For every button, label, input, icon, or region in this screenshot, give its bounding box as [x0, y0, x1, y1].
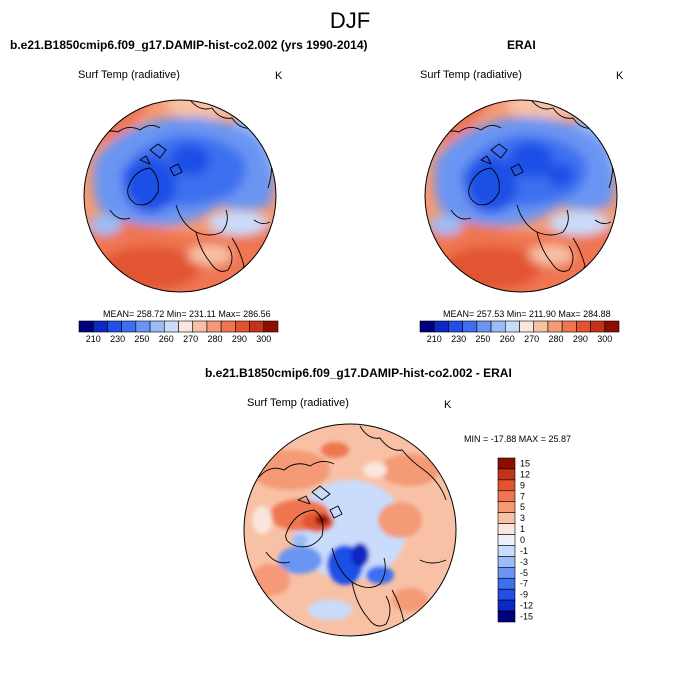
colorbar-swatch [135, 320, 151, 333]
colorbar-swatch [497, 577, 516, 590]
panel1-variable: Surf Temp (radiative) [78, 69, 180, 81]
panel1-units: K [275, 70, 283, 82]
colorbar-tick-label: 7 [520, 491, 525, 501]
colorbar-swatch [497, 501, 516, 513]
colorbar-tick-label: 250 [475, 334, 490, 344]
colorbar-tick-label: 270 [524, 334, 539, 344]
colorbar-swatch [78, 320, 94, 333]
colorbar-swatch [263, 320, 279, 333]
panel3-stats: MIN = -17.88 MAX = 25.87 [464, 434, 572, 444]
colorbar-swatch [497, 556, 516, 568]
panel1-stats: MEAN= 258.72 Min= 231.11 Max= 286.56 [103, 309, 271, 319]
panel3-map [243, 423, 457, 637]
colorbar-tick-label: 300 [256, 334, 271, 344]
colorbar-swatch [149, 320, 165, 333]
colorbar-tick-label: 230 [451, 334, 466, 344]
colorbar-swatch [462, 320, 478, 333]
colorbar-swatch [576, 320, 591, 333]
colorbar-swatch [497, 457, 516, 470]
colorbar-swatch [220, 320, 236, 333]
colorbar-tick-label: 210 [86, 334, 101, 344]
colorbar-tick-label: 260 [500, 334, 515, 344]
colorbar-tick-label: -3 [520, 557, 528, 567]
panel2-title: ERAI [507, 38, 536, 52]
colorbar-swatch [178, 320, 194, 333]
colorbar-swatch [107, 320, 122, 333]
colorbar-swatch [497, 534, 516, 546]
colorbar-tick-label: 230 [110, 334, 125, 344]
colorbar-swatch [497, 610, 516, 623]
colorbar-swatch [547, 320, 563, 333]
panel3-variable: Surf Temp (radiative) [247, 397, 349, 409]
colorbar-swatch [533, 320, 549, 333]
colorbar-tick-label: 5 [520, 502, 525, 512]
colorbar-swatch [206, 320, 222, 333]
panel2-colorbar: 210 230 250 260 270 280 290 300 [419, 320, 620, 344]
panel2-variable: Surf Temp (radiative) [420, 69, 522, 81]
panel2-map [424, 99, 618, 293]
colorbar-swatch [497, 567, 516, 579]
colorbar-swatch [590, 320, 606, 333]
colorbar-swatch [448, 320, 463, 333]
colorbar-tick-label: 0 [520, 535, 525, 545]
colorbar-tick-label: 270 [183, 334, 198, 344]
colorbar-tick-label: 290 [573, 334, 588, 344]
colorbar-swatch [249, 320, 265, 333]
colorbar-tick-label: 9 [520, 480, 525, 490]
colorbar-swatch [504, 320, 520, 333]
colorbar-tick-label: 280 [208, 334, 223, 344]
panel3-title: b.e21.B1850cmip6.f09_g17.DAMIP-hist-co2.… [205, 366, 512, 380]
panel1-colorbar: 210 230 250 260 270 280 290 300 [78, 320, 279, 344]
colorbar-swatch [433, 320, 449, 333]
colorbar-tick-label: 280 [549, 334, 564, 344]
colorbar-swatch [497, 588, 516, 601]
colorbar-swatch [604, 320, 620, 333]
colorbar-swatch [92, 320, 108, 333]
colorbar-tick-label: -15 [520, 612, 533, 622]
colorbar-tick-label: -7 [520, 579, 528, 589]
panel1-map [83, 99, 277, 293]
panel3-units: K [444, 399, 452, 411]
colorbar-swatch [497, 545, 516, 557]
colorbar-swatch [497, 512, 516, 524]
colorbar-swatch [497, 599, 516, 612]
season-title: DJF [329, 8, 371, 33]
colorbar-tick-label: -12 [520, 601, 533, 611]
colorbar-swatch [497, 479, 516, 492]
colorbar-tick-label: 1 [520, 524, 525, 534]
colorbar-tick-label: -9 [520, 590, 528, 600]
colorbar-swatch [519, 320, 535, 333]
colorbar-tick-label: 3 [520, 513, 525, 523]
colorbar-tick-label: 290 [232, 334, 247, 344]
colorbar-swatch [490, 320, 506, 333]
colorbar-swatch [497, 523, 516, 535]
colorbar-tick-label: 210 [427, 334, 442, 344]
panel2-stats: MEAN= 257.53 Min= 211.90 Max= 284.88 [443, 309, 611, 319]
panel2-units: K [616, 70, 624, 82]
colorbar-tick-label: 12 [520, 469, 530, 479]
colorbar-swatch [192, 320, 208, 333]
colorbar-swatch [476, 320, 492, 333]
colorbar-swatch [235, 320, 250, 333]
colorbar-swatch [419, 320, 435, 333]
colorbar-tick-label: -5 [520, 568, 528, 578]
colorbar-swatch [163, 320, 179, 333]
panel1-title: b.e21.B1850cmip6.f09_g17.DAMIP-hist-co2.… [10, 38, 368, 52]
colorbar-tick-label: 250 [134, 334, 149, 344]
colorbar-tick-label: 15 [520, 458, 530, 468]
colorbar-swatch [497, 468, 516, 481]
colorbar-tick-label: -1 [520, 546, 528, 556]
colorbar-swatch [121, 320, 137, 333]
colorbar-swatch [497, 490, 516, 503]
colorbar-tick-label: 260 [159, 334, 174, 344]
colorbar-swatch [561, 320, 577, 333]
colorbar-tick-label: 300 [597, 334, 612, 344]
